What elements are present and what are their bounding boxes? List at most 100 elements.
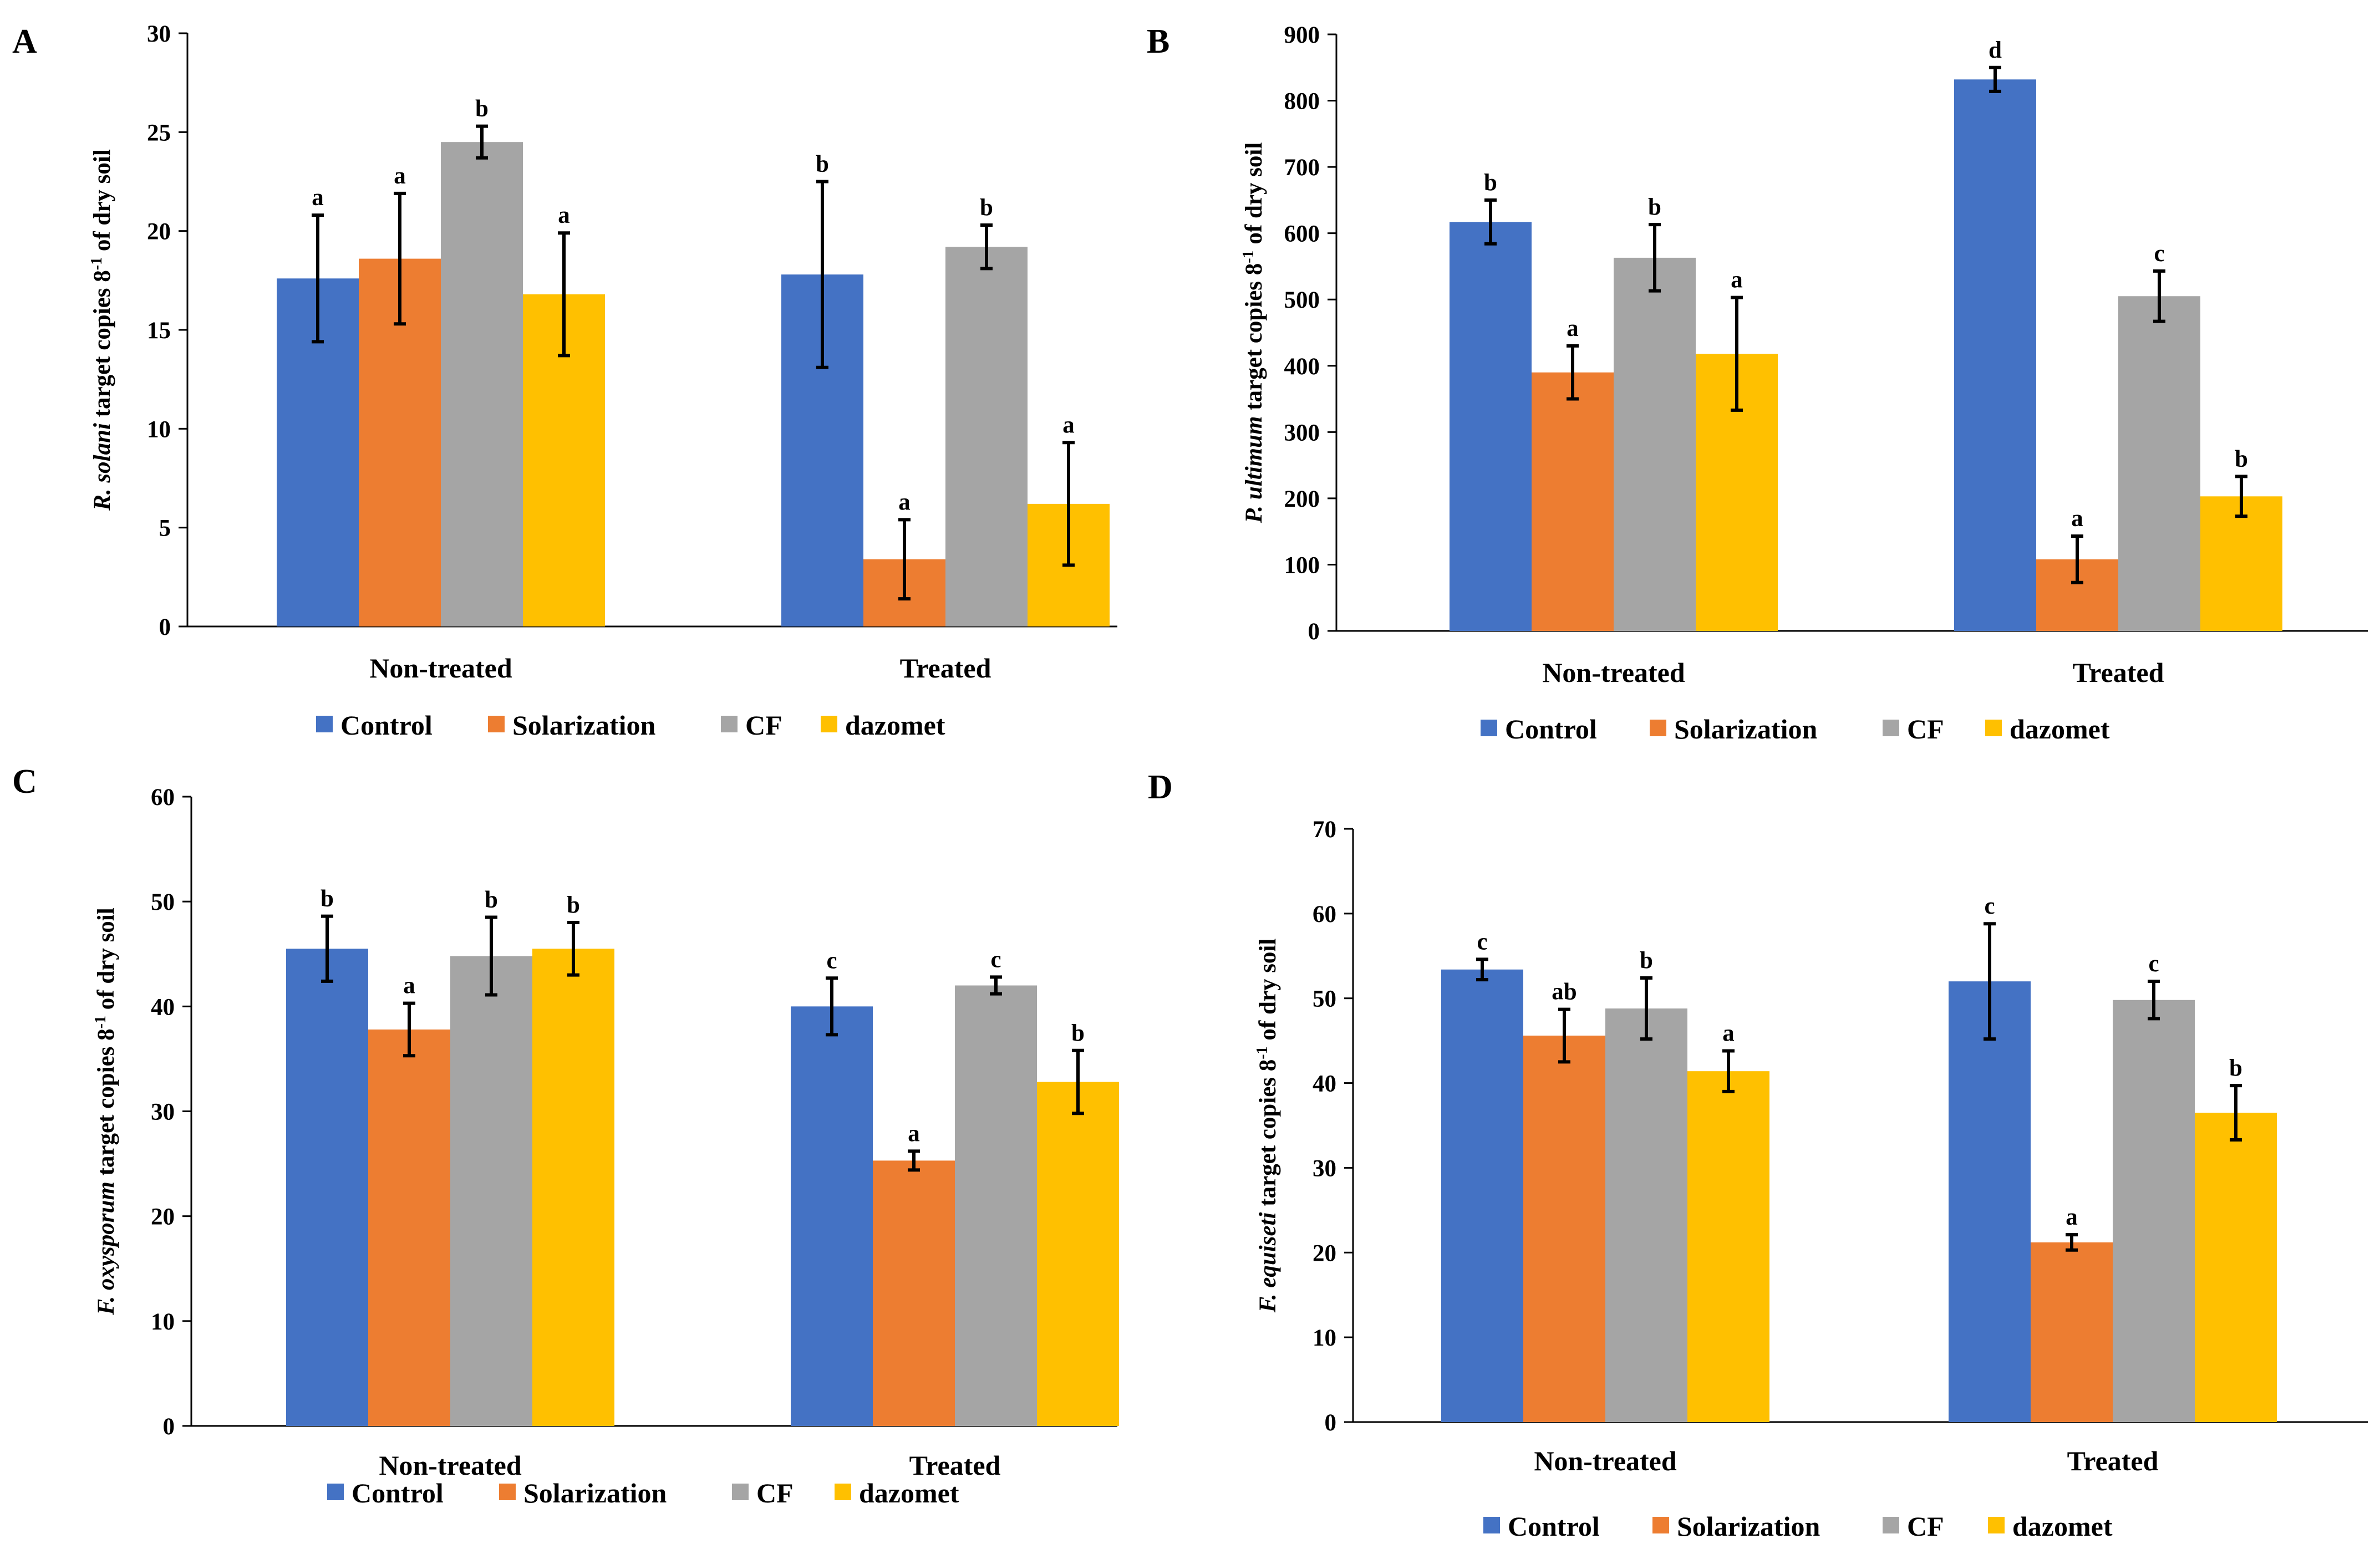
error-bar [2148, 980, 2160, 1021]
panel-label: C [12, 763, 37, 801]
error-bar [2071, 534, 2083, 584]
y-axis-title-text: target copies 8 [89, 270, 115, 423]
y-tick-label: 500 [1284, 287, 1320, 313]
legend-swatch-cf [732, 1484, 749, 1500]
y-tick-label: 900 [1284, 22, 1320, 48]
error-bar [1649, 223, 1661, 293]
y-tick-label: 200 [1284, 486, 1320, 512]
y-tick-label: 100 [1284, 552, 1320, 578]
y-axis-title-text: target copies 8 [1255, 1059, 1281, 1212]
significance-letter: b [2235, 446, 2248, 472]
bar-cf-treated [2113, 1000, 2195, 1422]
legend-label: CF [1907, 1511, 1944, 1542]
bar-solarization-treated [2031, 1242, 2113, 1422]
y-axis-title-unit: of dry soil [1255, 939, 1281, 1047]
legend-label: Control [352, 1477, 444, 1509]
error-bar [990, 975, 1002, 996]
y-tick-label: 0 [1325, 1410, 1337, 1436]
y-tick-label: 70 [1313, 817, 1336, 843]
y-axis-title-organism: P. ultimum [1241, 416, 1267, 524]
y-tick-label: 0 [163, 1414, 175, 1440]
bar-cf-treated [945, 247, 1028, 626]
error-bar [1072, 1048, 1084, 1115]
chart-panel-b: B 0 100 200 300 400 500 600 700 800 900 P. ultimum … [1147, 22, 2368, 745]
legend-swatch-control [1481, 720, 1497, 736]
y-axis-title-unit: of dry soil [1241, 142, 1267, 251]
y-tick-label: 40 [151, 994, 175, 1020]
panel-label: B [1147, 23, 1169, 60]
y-tick-label: 700 [1284, 155, 1320, 181]
error-bar [321, 914, 333, 983]
significance-letter: b [1648, 194, 1661, 220]
x-category-label: Non-treated [369, 653, 512, 684]
legend-swatch-solarization [1652, 1517, 1669, 1533]
bar-dazomet-non-treated [1687, 1071, 1769, 1422]
significance-letter: ab [1552, 979, 1577, 1005]
legend-label: Solarization [1674, 714, 1818, 745]
significance-letter: b [1484, 170, 1497, 196]
y-axis-title-superscript: -1 [92, 1016, 109, 1028]
error-bar [1558, 1007, 1570, 1064]
y-axis-title-superscript: -1 [1254, 1046, 1271, 1059]
bar-cf-non-treated [1614, 257, 1696, 631]
legend-label: dazomet [845, 710, 945, 741]
error-bar [567, 921, 579, 977]
bar-dazomet-treated [2195, 1113, 2277, 1422]
y-axis-title: F. equiseti target copies 8-1 of dry soi… [1254, 939, 1281, 1313]
error-bar [1484, 198, 1497, 246]
significance-letter: a [558, 202, 570, 228]
y-tick-label: 0 [1308, 619, 1320, 645]
legend-swatch-control [327, 1484, 344, 1500]
bar-cf-treated [955, 985, 1037, 1426]
y-axis-title-superscript: -1 [1240, 250, 1257, 263]
y-axis-title-organism: F. equiseti [1255, 1212, 1281, 1313]
y-tick-label: 20 [1313, 1240, 1336, 1266]
error-bar [1989, 65, 2001, 93]
legend-swatch-cf [1883, 720, 1899, 736]
chart-panel-c: C 0 10 20 30 40 50 60 F. oxysporum target copies… [12, 763, 1119, 1509]
y-tick-label: 25 [147, 120, 171, 146]
bar-cf-non-treated [441, 142, 523, 627]
legend-swatch-dazomet [821, 716, 837, 732]
significance-letter: c [990, 946, 1001, 972]
legend-label: Solarization [523, 1477, 667, 1509]
legend-label: Control [340, 710, 433, 741]
significance-letter: a [1062, 412, 1075, 438]
bar-cf-treated [2118, 296, 2200, 631]
bar-control-non-treated [286, 949, 368, 1426]
y-tick-label: 10 [147, 416, 171, 442]
legend-swatch-solarization [488, 716, 505, 732]
significance-letter: a [403, 973, 415, 999]
significance-letter: a [394, 163, 406, 189]
legend-swatch-dazomet [1985, 720, 2002, 736]
significance-letter: a [2071, 506, 2083, 532]
y-tick-label: 50 [151, 889, 175, 915]
significance-letter: b [567, 892, 580, 918]
chart-panel-d: D 0 10 20 30 40 50 60 70 F. equiseti target copie… [1148, 768, 2368, 1542]
y-axis-title-text: target copies 8 [93, 1028, 119, 1181]
error-bar [312, 213, 324, 344]
bar-control-treated [1954, 79, 2036, 631]
legend-label: Solarization [1677, 1511, 1820, 1542]
error-bar [2066, 1233, 2078, 1252]
y-tick-label: 0 [159, 614, 171, 640]
y-tick-label: 40 [1313, 1071, 1336, 1097]
significance-letter: a [312, 185, 324, 211]
x-category-label: Non-treated [379, 1450, 522, 1481]
bar-solarization-non-treated [1532, 372, 1614, 631]
error-bar [1062, 441, 1075, 567]
significance-letter: a [898, 489, 911, 515]
y-tick-label: 600 [1284, 221, 1320, 247]
bar-solarization-treated [873, 1160, 955, 1426]
legend-swatch-solarization [499, 1484, 516, 1500]
legend-swatch-control [316, 716, 333, 732]
bar-dazomet-treated [2200, 496, 2282, 631]
significance-letter: c [1984, 893, 1995, 919]
significance-letter: b [1071, 1020, 1085, 1046]
legend-label: Control [1508, 1511, 1600, 1542]
bar-cf-non-treated [450, 956, 532, 1426]
error-bar [394, 191, 406, 326]
error-bar [2235, 475, 2247, 518]
error-bar [476, 124, 488, 160]
y-tick-label: 800 [1284, 89, 1320, 115]
